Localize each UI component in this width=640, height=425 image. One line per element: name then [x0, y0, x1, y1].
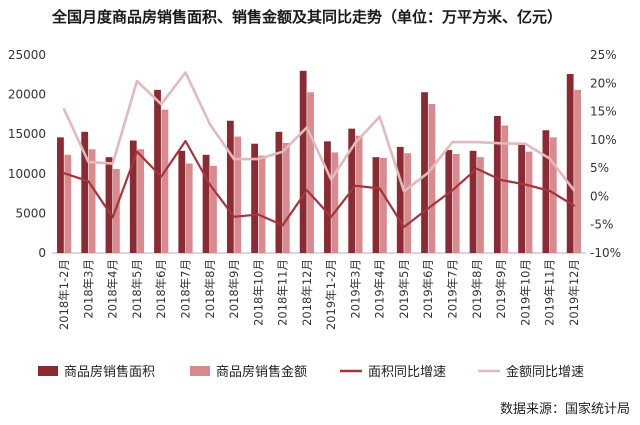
- legend-label: 金额同比增速: [506, 364, 584, 380]
- x-tick-label: 2018年5月: [130, 259, 144, 319]
- source-note: 数据来源：国家统计局: [499, 402, 630, 417]
- bar-amount: [234, 136, 242, 253]
- y-left-tick-label: 15000: [8, 127, 46, 141]
- bar-area: [542, 130, 550, 253]
- y-right-tick-label: -10%: [590, 246, 621, 260]
- x-tick-label: 2018年11月: [276, 259, 290, 326]
- x-tick-label: 2018年6月: [154, 259, 168, 319]
- bar-amount: [258, 155, 266, 253]
- x-tick-label: 2019年9月: [494, 259, 508, 319]
- y-right-tick-label: -5%: [590, 218, 613, 232]
- y-right-tick-label: 0%: [590, 189, 609, 203]
- x-tick-label: 2018年7月: [179, 259, 193, 319]
- x-tick-label: 2018年8月: [203, 259, 217, 319]
- x-tick-label: 2018年4月: [106, 259, 120, 319]
- bar-area: [566, 74, 574, 254]
- y-right-tick-label: 20%: [590, 76, 617, 90]
- x-tick-label: 2018年1-2月: [57, 259, 71, 330]
- bar-amount: [501, 125, 509, 253]
- chart-title: 全国月度商品房销售面积、销售金额及其同比走势（单位：万平方米、亿元）: [52, 8, 563, 26]
- bar-area: [469, 150, 477, 253]
- bar-area: [57, 137, 64, 253]
- bar-area: [226, 120, 234, 254]
- y-left-tick-label: 5000: [15, 206, 46, 220]
- bar-area: [372, 157, 380, 253]
- legend-label: 商品房销售面积: [64, 364, 155, 380]
- bar-amount: [549, 137, 557, 253]
- bar-area: [105, 157, 113, 253]
- x-tick-label: 2018年10月: [251, 259, 265, 326]
- x-tick-label: 2019年5月: [397, 259, 411, 319]
- bar-amount: [404, 153, 412, 253]
- line-area-growth: [62, 139, 576, 229]
- bar-amount: [331, 152, 339, 253]
- legend-label: 商品房销售金额: [216, 364, 307, 380]
- y-left-tick-label: 10000: [8, 167, 46, 181]
- bar-area: [275, 131, 283, 253]
- bar-area: [493, 115, 501, 253]
- bar-amount: [88, 149, 96, 253]
- bar-amount: [477, 157, 484, 253]
- bar-area: [251, 143, 259, 253]
- bar-amount: [379, 157, 387, 253]
- legend-swatch: [38, 366, 58, 376]
- y-left-tick-label: 25000: [8, 48, 46, 62]
- bar-amount: [185, 163, 193, 253]
- bar-area: [129, 140, 137, 253]
- x-tick-label: 2018年9月: [227, 259, 241, 319]
- bar-amount: [210, 165, 217, 253]
- x-tick-label: 2019年11月: [543, 259, 557, 326]
- bar-area: [396, 146, 404, 253]
- bar-area: [81, 131, 89, 253]
- x-tick-label: 2019年4月: [373, 259, 387, 319]
- x-tick-label: 2018年3月: [81, 259, 95, 319]
- y-left-tick-label: 0: [38, 246, 46, 260]
- bar-area: [421, 92, 428, 253]
- x-tick-label: 2019年8月: [470, 259, 484, 319]
- x-tick-label: 2019年12月: [567, 259, 581, 326]
- y-right-tick-label: 15%: [590, 105, 617, 119]
- bar-amount: [355, 135, 363, 253]
- x-tick-label: 2019年1-2月: [324, 259, 338, 330]
- bar-amount: [307, 92, 314, 253]
- bar-area: [324, 141, 331, 253]
- x-tick-label: 2018年12月: [300, 259, 314, 326]
- legend-swatch: [190, 366, 210, 376]
- bar-area: [178, 150, 186, 253]
- x-tick-label: 2019年6月: [421, 259, 435, 319]
- y-right-tick-label: 25%: [590, 48, 617, 62]
- bar-area: [202, 154, 210, 253]
- legend-label: 面积同比增速: [368, 365, 446, 380]
- bar-amount: [64, 154, 72, 253]
- bar-amount: [161, 109, 169, 253]
- bar-amount: [452, 154, 460, 253]
- bar-amount: [574, 89, 581, 254]
- bar-amount: [137, 149, 145, 253]
- bar-amount: [112, 169, 120, 253]
- x-tick-label: 2019年3月: [348, 259, 362, 319]
- bar-amount: [282, 142, 290, 253]
- y-right-tick-label: 5%: [590, 161, 609, 175]
- bar-amount: [525, 151, 533, 253]
- line-amount-growth: [62, 71, 576, 193]
- bar-area: [445, 150, 453, 253]
- bar-area: [518, 143, 526, 253]
- x-tick-label: 2019年10月: [518, 259, 532, 326]
- y-right-tick-label: 10%: [590, 133, 617, 147]
- x-tick-label: 2019年7月: [446, 259, 460, 319]
- bar-amount: [428, 104, 436, 253]
- bar-area: [299, 70, 307, 253]
- y-left-tick-label: 20000: [8, 88, 46, 102]
